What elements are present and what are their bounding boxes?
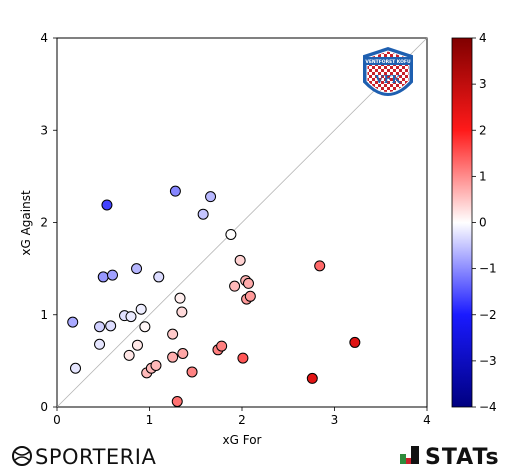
data-point (242, 277, 254, 289)
data-point (150, 359, 162, 371)
data-point (94, 338, 106, 350)
colorbar (451, 37, 473, 408)
crest-name: VENTFORET KOFU (365, 59, 411, 65)
y-tick-label: 4 (40, 31, 48, 45)
data-point (107, 269, 118, 281)
colorbar-tick-label: −3 (479, 354, 497, 368)
colorbar-ticks: 4 3 2 1 0 −1 −2 −3 −4 (472, 31, 497, 414)
x-tick-label: 1 (146, 413, 154, 427)
colorbar-tick-label: 3 (479, 77, 487, 91)
sporteria-wordmark: SPORTERIA (35, 445, 156, 469)
data-point (306, 372, 318, 384)
data-point (131, 339, 143, 351)
data-point (125, 311, 137, 323)
stats-bar-icon (400, 454, 406, 464)
data-point (216, 340, 228, 352)
data-point (237, 352, 249, 364)
colorbar-tick-label: 0 (479, 216, 487, 230)
data-point (314, 260, 326, 272)
data-point (349, 336, 361, 348)
data-point (94, 321, 106, 333)
y-tick-label: 0 (40, 400, 48, 414)
colorbar-tick-label: 2 (479, 123, 487, 137)
data-point (176, 306, 188, 318)
y-axis-title: xG Against (19, 190, 33, 256)
data-point (171, 395, 183, 407)
data-point (167, 328, 179, 340)
stats-logo: STATs (400, 445, 500, 470)
data-point (186, 366, 198, 378)
colorbar-tick-label: 4 (479, 31, 487, 45)
data-point (177, 347, 189, 359)
crest-monogram: VFK (374, 73, 401, 86)
data-points (67, 185, 361, 407)
data-point (234, 254, 246, 266)
x-tick-label: 3 (331, 413, 339, 427)
data-point (135, 303, 147, 315)
axis-ticks: 0 1 2 3 4 0 1 2 3 4 (40, 31, 430, 427)
x-tick-label: 2 (238, 413, 246, 427)
sporteria-logo: SPORTERIA (12, 445, 156, 469)
colorbar-tick-label: −4 (479, 400, 497, 414)
y-tick-label: 3 (40, 123, 48, 137)
data-point (97, 271, 109, 283)
data-point (225, 228, 237, 240)
data-point (101, 199, 113, 211)
data-point (205, 191, 217, 203)
diagonal-reference-line (56, 37, 428, 408)
data-point (131, 263, 143, 275)
x-tick-label: 4 (423, 413, 431, 427)
y-tick-label: 1 (40, 308, 48, 322)
data-point (229, 280, 241, 292)
stats-wordmark: STATs (425, 445, 500, 470)
colorbar-tick-label: −2 (479, 308, 497, 322)
x-axis-title: xG For (223, 433, 262, 447)
data-point (67, 316, 79, 328)
x-tick-label: 0 (53, 413, 61, 427)
data-point (123, 349, 135, 361)
colorbar-tick-label: −1 (479, 262, 497, 276)
team-crest-logo: VENTFORET KOFU VFK (363, 46, 413, 96)
data-point (153, 271, 165, 283)
data-point (174, 292, 186, 304)
sporteria-ball-icon (12, 446, 32, 466)
colorbar-tick-label: 1 (479, 169, 487, 183)
data-point (105, 320, 117, 332)
data-point (167, 351, 179, 363)
data-point (139, 321, 151, 333)
data-point (169, 185, 181, 197)
y-tick-label: 2 (40, 216, 48, 230)
data-point (197, 208, 209, 220)
data-point (70, 362, 81, 374)
data-point (244, 290, 256, 302)
